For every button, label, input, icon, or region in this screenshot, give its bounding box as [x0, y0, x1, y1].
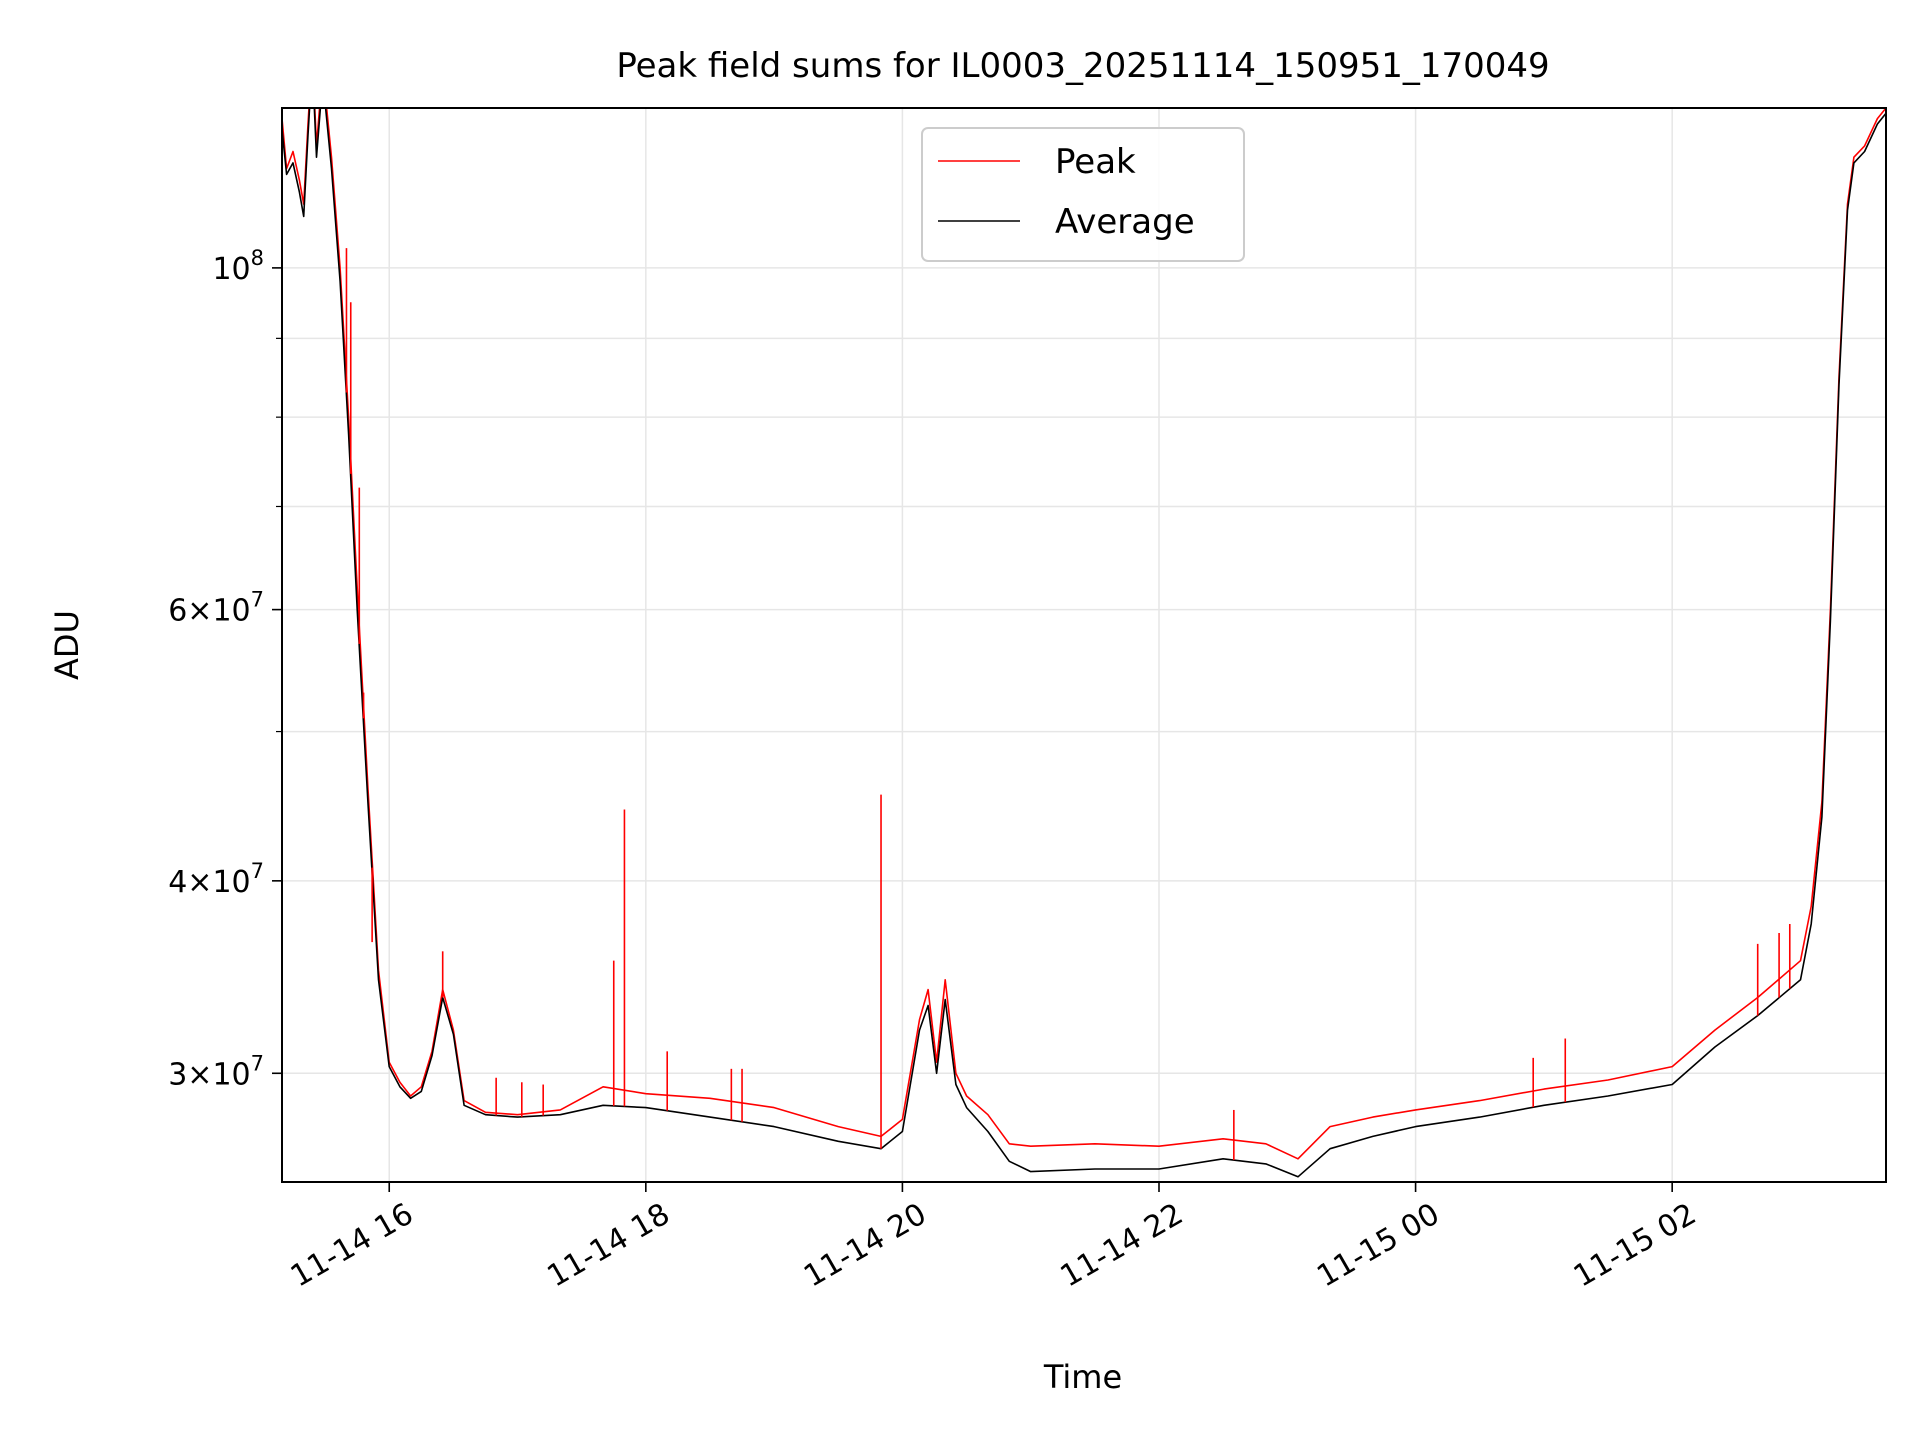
y-tick-label-1: 4×107 — [168, 859, 264, 900]
legend-label-peak: Peak — [1055, 142, 1136, 182]
y-axis-label: ADU — [48, 610, 86, 680]
legend: Peak Average — [921, 127, 1245, 262]
series-group — [282, 108, 1886, 1178]
y-axis: 3×107 4×107 6×107 108 — [168, 246, 282, 1092]
legend-label-average: Average — [1055, 202, 1195, 242]
grid — [282, 108, 1886, 1182]
series-line-average — [282, 108, 1886, 1178]
series-line-peak — [282, 108, 1886, 1160]
y-tick-label-2: 6×107 — [168, 588, 264, 629]
plot-frame — [281, 107, 1887, 1183]
x-axis-label: Time — [1043, 1358, 1122, 1396]
y-tick-label-3: 108 — [212, 246, 264, 287]
chart-title: Peak field sums for IL0003_20251114_1509… — [616, 46, 1549, 86]
y-tick-label-0: 3×107 — [168, 1051, 264, 1092]
